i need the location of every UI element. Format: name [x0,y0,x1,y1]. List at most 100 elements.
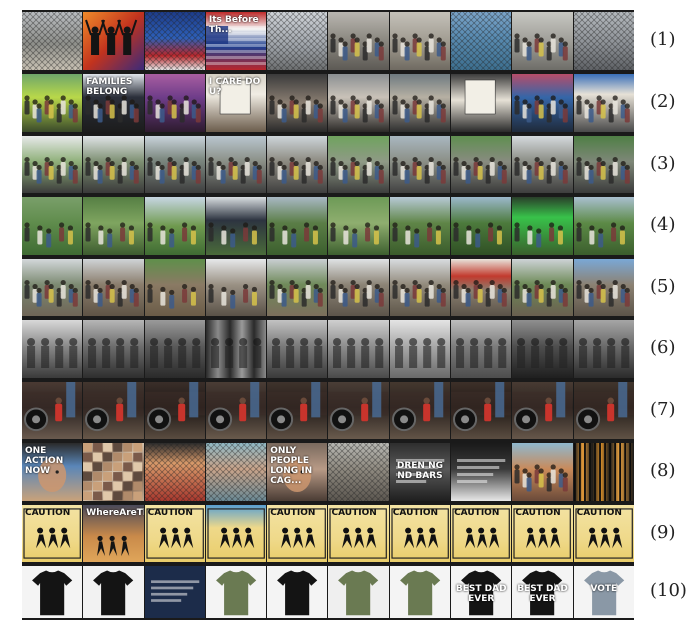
cluster-thumbnail [512,443,573,501]
cluster-thumbnail [205,136,267,193]
thumbnail-art [93,570,134,616]
cluster-thumbnail [205,566,267,618]
cluster-thumbnail [144,443,205,501]
thumbnail-art [330,222,380,248]
thumbnail-art [27,338,78,368]
thumbnail-art [144,382,205,432]
cluster-thumbnail: CAUTION [144,505,205,562]
cluster-thumbnail [267,12,328,70]
cluster-thumbnail [512,197,573,255]
cluster-thumbnail: BEST DAD EVER [512,566,573,618]
cluster-row-label: (8) [650,460,676,481]
thumbnail-art [219,79,251,115]
thumbnail-art [97,535,130,557]
cluster-thumbnail [205,197,267,255]
thumbnail-art [576,280,630,307]
cluster-thumbnail [144,320,205,378]
thumbnail-art [452,508,510,559]
thumbnail-art [149,338,200,368]
thumbnail-art [573,443,631,501]
thumbnail-art [583,570,624,616]
thumbnail-art [392,95,446,123]
thumbnail-art [451,12,512,70]
thumbnail-art [456,338,507,368]
cluster-thumbnail [22,74,83,132]
thumbnail-art [38,458,67,492]
thumbnail-art [389,382,451,432]
cluster-thumbnail [267,320,328,378]
thumbnail-art [514,95,569,123]
cluster-thumbnail [573,259,634,316]
thumbnail-art [522,570,563,616]
thumbnail-art [464,79,496,115]
cluster-thumbnail [451,136,512,193]
cluster-thumbnail [512,259,573,316]
thumbnail-art [457,459,506,483]
cluster-thumbnail [512,136,573,193]
cluster-row [22,134,634,195]
cluster-thumbnail [389,12,451,70]
thumbnail-art [328,382,389,432]
cluster-thumbnail [328,443,389,501]
thumbnail-art [399,570,441,616]
cluster-thumbnail: CAUTION [573,505,634,562]
thumbnail-art [22,382,83,432]
thumbnail-art [392,222,441,248]
thumbnail-art [391,508,449,559]
thumbnail-art [283,458,312,492]
cluster-row: Its Before Th... [22,10,634,72]
cluster-row-label: (5) [650,275,676,297]
thumbnail-art [513,508,572,559]
cluster-thumbnail [328,259,389,316]
thumbnail-art [144,12,205,70]
thumbnail-art [514,33,569,61]
cluster-thumbnail: CAUTION [512,505,573,562]
cluster-thumbnail [451,12,512,70]
thumbnail-caption: ONLY PEOPLE LONG IN CAG... [270,446,313,486]
thumbnail-art [453,280,507,307]
cluster-thumbnail [451,443,512,501]
cluster-thumbnail [144,12,205,70]
cluster-row [22,318,634,380]
cluster-thumbnail [389,320,451,378]
cluster-thumbnail [205,320,267,378]
cluster-thumbnail [22,197,83,255]
cluster-thumbnail: FAMILIES BELONG [83,74,144,132]
cluster-thumbnail [573,12,634,70]
cluster-thumbnail [267,259,328,316]
cluster-thumbnail [267,136,328,193]
thumbnail-art [32,570,73,616]
cluster-thumbnail [83,12,144,70]
cluster-thumbnail [389,382,451,439]
cluster-thumbnail [22,136,83,193]
cluster-thumbnail: CAUTION [451,505,512,562]
cluster-thumbnail [22,382,83,439]
cluster-thumbnail [22,12,83,70]
cluster-thumbnail [573,74,634,132]
cluster-row-label: (2) [650,91,676,112]
cluster-thumbnail [144,136,205,193]
thumbnail-art [85,280,140,307]
thumbnail-art [576,95,630,123]
cluster-row: CAUTION WhereAreTheChildren CAUTION CAUTION… [22,503,634,564]
cluster-thumbnail [512,382,573,439]
cluster-row: FAMILIES BELONG I CARE DO U? [22,72,634,134]
cluster-thumbnail [328,136,389,193]
cluster-thumbnail [267,382,328,439]
cluster-thumbnail [144,74,205,132]
thumbnail-art [22,12,83,70]
thumbnail-art [205,382,267,432]
thumbnail-art [147,222,196,248]
thumbnail-art [573,382,634,432]
cluster-thumbnail [144,566,205,618]
cluster-thumbnail [389,566,451,618]
cluster-thumbnail [328,74,389,132]
thumbnail-art [85,157,140,184]
thumbnail-art [269,157,324,184]
thumbnail-caption: DREN NG ND BARS [396,461,443,481]
thumbnail-art [576,157,630,184]
thumbnail-art [269,95,324,123]
thumbnail-art [578,338,629,368]
cluster-row-label: (7) [650,398,676,420]
thumbnail-art [575,508,633,559]
